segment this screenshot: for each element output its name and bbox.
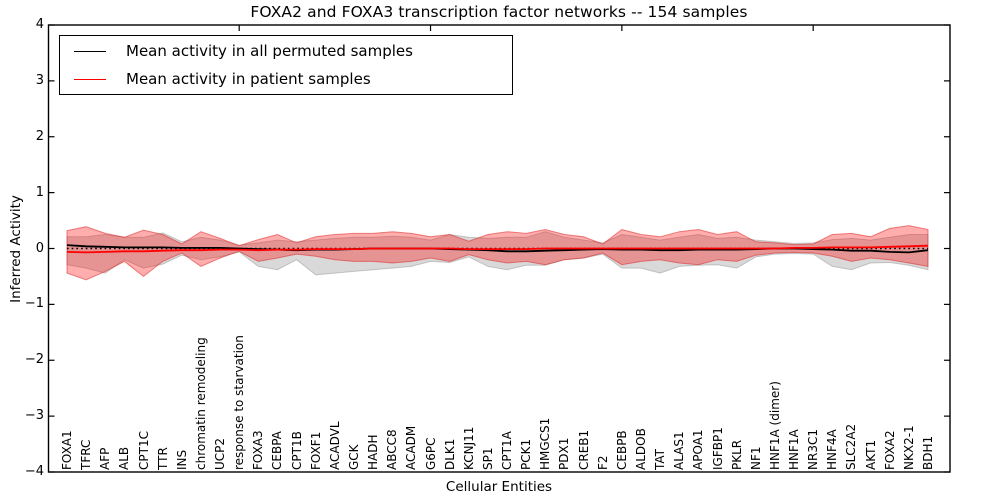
red-line-swatch (74, 78, 106, 80)
x-tick-label: CEBPA (270, 431, 285, 470)
x-tick-label: FOXF1 (308, 431, 323, 470)
x-tick-label: INS (174, 449, 189, 470)
x-tick-label: AFP (98, 447, 113, 470)
x-tick-label: ALDOB (633, 428, 648, 470)
x-tick-label: GCK (346, 444, 361, 470)
x-tick-label: DLK1 (442, 438, 457, 470)
x-tick-label: TFRC (79, 439, 94, 470)
x-tick-label: FOXA1 (60, 430, 74, 470)
legend-label: Mean activity in patient samples (126, 70, 371, 88)
x-tick-label: ALAS1 (672, 431, 687, 470)
y-tick-label: 2 (35, 128, 44, 144)
x-tick-label: CPT1B (289, 431, 304, 470)
y-tick-label: −1 (24, 296, 44, 312)
legend-entry-patient: Mean activity in patient samples (60, 68, 512, 90)
x-tick-label: HADH (366, 434, 381, 471)
y-tick-label: 1 (35, 184, 44, 200)
x-tick-label: UCP2 (213, 437, 228, 470)
y-tick-label: −3 (24, 408, 44, 424)
x-tick-label: APOA1 (691, 429, 706, 470)
x-tick-label: ACADM (404, 425, 419, 470)
x-tick-label: HNF4A (825, 429, 840, 470)
patient-samples-std-band (66, 225, 929, 281)
x-tick-label: CEBPB (614, 430, 629, 470)
x-tick-label: TAT (653, 448, 668, 470)
x-tick-label: ALB (117, 446, 132, 470)
x-tick-label: HMGCS1 (538, 417, 553, 470)
x-tick-label: HNF1A (787, 429, 802, 470)
x-tick-label: BDH1 (920, 435, 935, 470)
legend-entry-permuted: Mean activity in all permuted samples (60, 40, 512, 62)
y-tick-label: 3 (35, 72, 44, 88)
x-axis-label: Cellular Entities (445, 479, 553, 495)
y-tick-label: 0 (35, 240, 44, 256)
x-tick-label: ABCC8 (385, 429, 400, 470)
x-tick-label: PKLR (729, 439, 744, 470)
y-tick-label: 4 (35, 17, 44, 32)
x-tick-label: NF1 (748, 446, 763, 470)
x-tick-label: G6PC (423, 437, 438, 470)
x-tick-label: SLC2A2 (844, 423, 859, 470)
x-tick-label: FOXA2 (882, 430, 897, 470)
x-tick-label: IGFBP1 (710, 427, 725, 470)
x-tick-label: chromatin remodeling (193, 337, 208, 470)
x-tick-label: NR3C1 (806, 429, 821, 470)
patient-mean-line (66, 244, 929, 254)
black-line-swatch (74, 50, 106, 52)
x-tick-label: CREB1 (576, 429, 591, 470)
x-tick-label: CPT1C (136, 431, 151, 470)
x-tick-label: NKX2-1 (901, 425, 916, 470)
x-tick-label: PDX1 (557, 437, 572, 470)
x-tick-label: PCK1 (519, 438, 534, 470)
x-tick-label: AKT1 (863, 439, 878, 470)
x-tick-label: F2 (595, 455, 610, 470)
x-tick-label: TTR (155, 447, 170, 470)
x-tick-label: HNF1A (dimer) (767, 381, 782, 470)
x-tick-label: CPT1A (500, 431, 515, 470)
x-tick-label: ACADVL (327, 421, 342, 470)
y-tick-label: −4 (24, 464, 44, 479)
chart-title: FOXA2 and FOXA3 transcription factor net… (250, 3, 748, 21)
permuted-samples-std-band (66, 231, 929, 276)
x-tick-label: response to starvation (232, 335, 247, 470)
legend: Mean activity in all permuted samples Me… (59, 35, 513, 95)
y-tick-label: −2 (24, 352, 44, 368)
y-axis-label: Inferred Activity (8, 195, 24, 303)
legend-label: Mean activity in all permuted samples (126, 42, 413, 60)
x-tick-label: SP1 (480, 447, 495, 471)
x-tick-label: FOXA3 (251, 430, 266, 470)
x-tick-label: KCNJ11 (461, 426, 476, 470)
